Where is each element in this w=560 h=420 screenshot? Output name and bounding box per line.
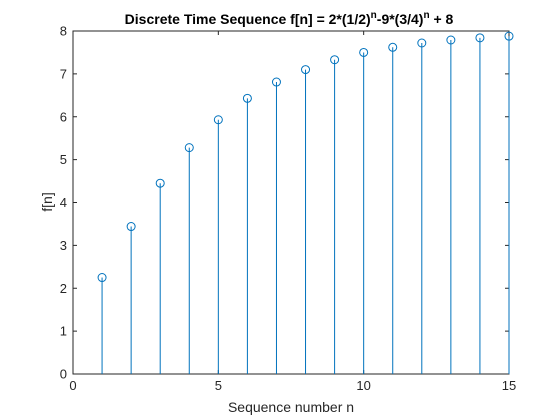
- stem-series: [97, 31, 514, 374]
- y-tick-label: 1: [60, 324, 67, 339]
- stem-marker: [330, 55, 340, 65]
- stem-marker: [417, 38, 427, 48]
- x-tick-label: 10: [356, 378, 370, 393]
- title-prefix: Discrete Time Sequence f[n] = 2*(1/2): [125, 11, 371, 27]
- y-axis-label: f[n]: [39, 192, 55, 211]
- stem-marker: [213, 115, 223, 125]
- x-tick-label: 15: [502, 378, 516, 393]
- title-middle: -9*(3/4): [377, 11, 424, 27]
- x-tick-label: 0: [69, 378, 76, 393]
- title-suffix: + 8: [430, 11, 454, 27]
- stem-marker: [271, 77, 281, 87]
- stem-marker: [301, 65, 311, 75]
- y-tick-label: 5: [60, 152, 67, 167]
- stem-marker: [97, 273, 107, 283]
- stem-marker: [446, 35, 456, 45]
- x-axis-label: Sequence number n: [228, 399, 354, 415]
- stem-marker: [184, 143, 194, 153]
- title-superscript-2: n: [423, 10, 429, 21]
- chart-title: Discrete Time Sequence f[n] = 2*(1/2)n-9…: [125, 10, 454, 27]
- axes-box: [72, 30, 510, 375]
- plot-area: 0 5 10 15 0 1 2 3 4 5 6 7 8: [60, 24, 516, 394]
- stem-marker: [242, 93, 252, 103]
- stem-marker: [504, 31, 514, 41]
- y-tick-label: 6: [60, 109, 67, 124]
- stem-marker: [388, 42, 398, 52]
- y-tick-label: 8: [60, 24, 67, 39]
- stem-marker: [359, 47, 369, 57]
- stem-marker: [126, 222, 136, 232]
- title-superscript-1: n: [371, 10, 377, 21]
- y-tick-label: 2: [60, 281, 67, 296]
- x-tick-label: 5: [215, 378, 222, 393]
- y-tick-label: 3: [60, 238, 67, 253]
- tick-labels: 0 5 10 15 0 1 2 3 4 5 6 7 8: [60, 24, 516, 394]
- y-tick-label: 0: [60, 367, 67, 382]
- y-tick-label: 4: [60, 195, 67, 210]
- y-tick-label: 7: [60, 66, 67, 81]
- stem-marker: [155, 178, 165, 188]
- stem-marker: [475, 33, 485, 43]
